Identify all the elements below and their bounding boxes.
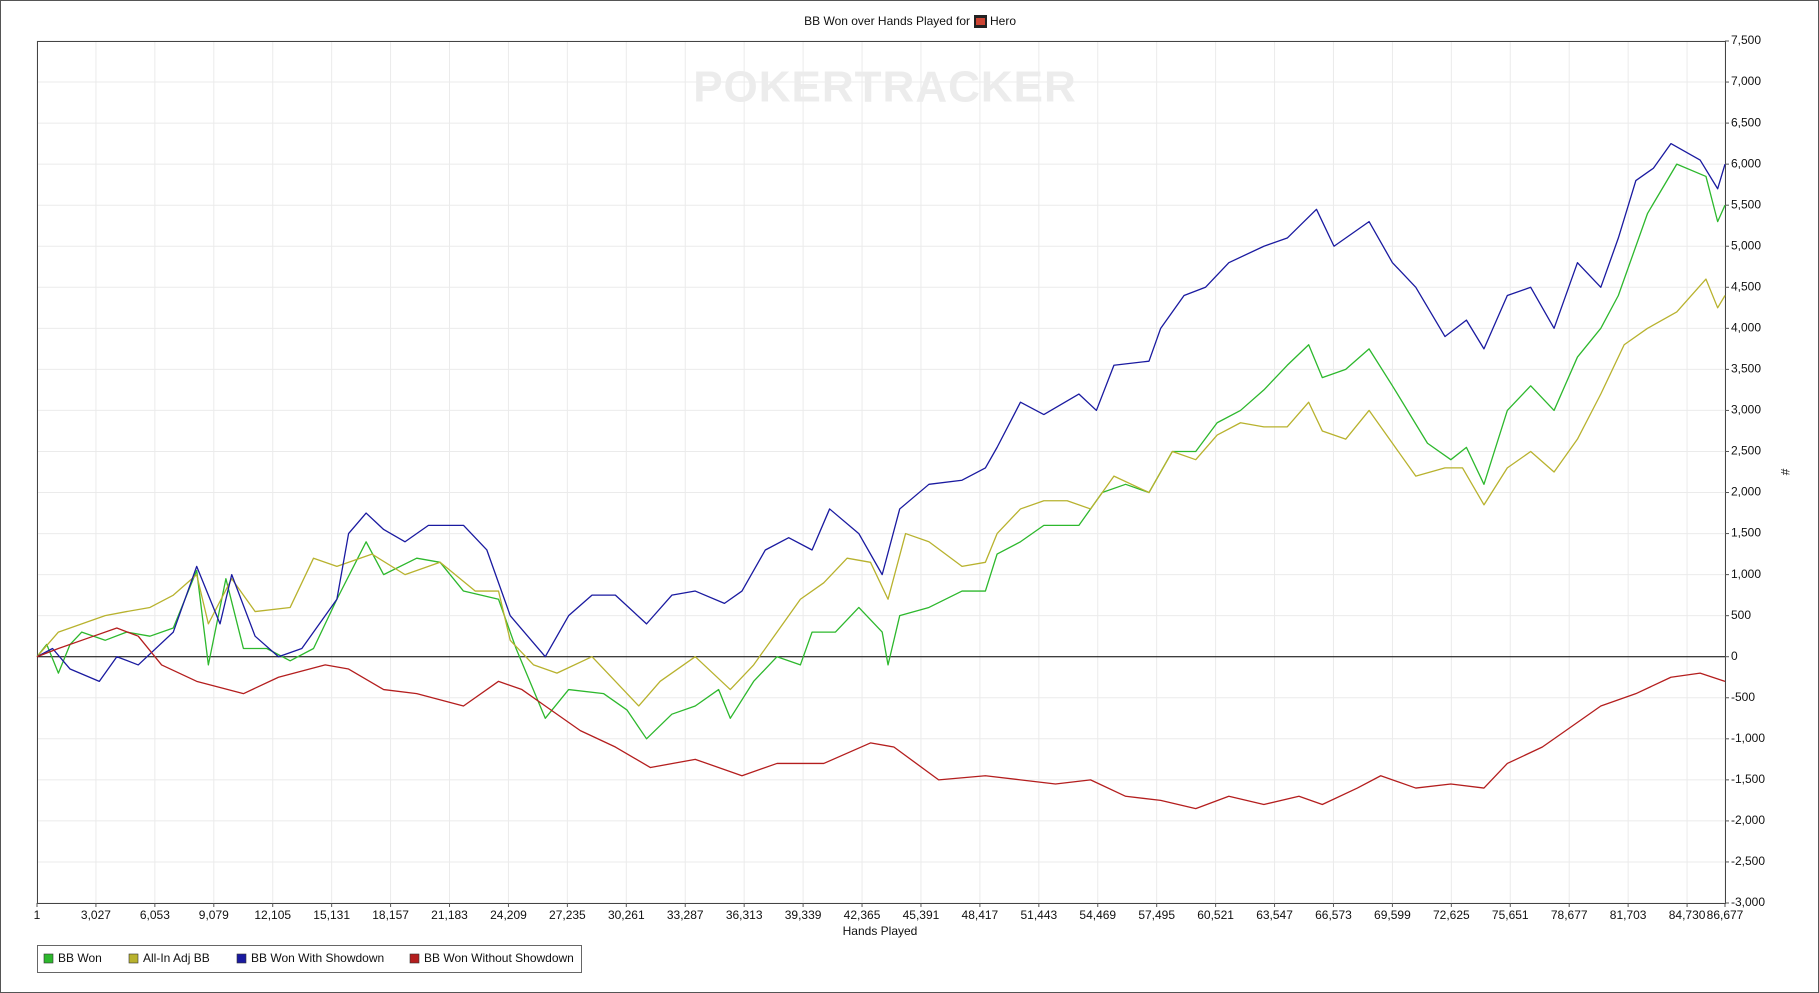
x-tick-label: 18,157 — [372, 908, 409, 922]
x-tick-label: 57,495 — [1138, 908, 1175, 922]
legend-box — [37, 945, 582, 973]
y-axis-label: # — [1778, 469, 1792, 476]
y-tick-label: 5,000 — [1731, 238, 1761, 252]
series-line — [36, 278, 1726, 707]
x-tick-label: 21,183 — [431, 908, 468, 922]
y-tick-label: 1,500 — [1731, 526, 1761, 540]
y-tick-label: 1,000 — [1731, 567, 1761, 581]
icon-card — [976, 18, 985, 25]
y-tick-label: 3,500 — [1731, 362, 1761, 376]
x-tick-label: 3,027 — [81, 908, 111, 922]
x-tick-label: 12,105 — [254, 908, 291, 922]
x-tick-label: 42,365 — [844, 908, 881, 922]
x-axis-label: Hands Played — [843, 924, 918, 938]
y-tick-label: 7,000 — [1731, 74, 1761, 88]
y-tick-label: 7,500 — [1731, 33, 1761, 47]
y-tick-label: 3,000 — [1731, 403, 1761, 417]
y-tick-label: 2,500 — [1731, 444, 1761, 458]
x-tick-label: 84,730 — [1669, 908, 1706, 922]
x-tick-label: 78,677 — [1551, 908, 1588, 922]
x-tick-label: 15,131 — [313, 908, 350, 922]
legend-label: BB Won With Showdown — [251, 951, 384, 965]
x-tick-label: 6,053 — [140, 908, 170, 922]
x-tick-label: 81,703 — [1610, 908, 1647, 922]
x-tick-label: 30,261 — [608, 908, 645, 922]
x-tick-label: 9,079 — [199, 908, 229, 922]
x-tick-label: 33,287 — [667, 908, 704, 922]
legend-label: All-In Adj BB — [143, 951, 210, 965]
y-tick-label: 500 — [1731, 608, 1751, 622]
x-tick-label: 27,235 — [549, 908, 586, 922]
y-tick-label: 5,500 — [1731, 197, 1761, 211]
x-tick-label: 51,443 — [1020, 908, 1057, 922]
y-tick-label: 6,500 — [1731, 115, 1761, 129]
y-tick-label: 2,000 — [1731, 485, 1761, 499]
watermark: POKERTRACKER — [693, 63, 1077, 112]
x-tick-label: 36,313 — [726, 908, 763, 922]
y-tick-label: 4,000 — [1731, 321, 1761, 335]
x-tick-label: 60,521 — [1197, 908, 1234, 922]
x-tick-label: 24,209 — [490, 908, 527, 922]
player-name: Hero — [990, 14, 1016, 28]
legend-label: BB Won — [58, 951, 102, 965]
series-line — [36, 142, 1726, 682]
y-tick-label: 6,000 — [1731, 156, 1761, 170]
player-icon — [974, 15, 987, 28]
x-tick-label: 1 — [34, 908, 41, 922]
y-tick-label: -1,000 — [1731, 731, 1765, 745]
y-tick-label: -2,000 — [1731, 813, 1765, 827]
legend-swatch — [128, 953, 139, 964]
plot-area — [37, 41, 1726, 904]
x-tick-label: 63,547 — [1256, 908, 1293, 922]
x-tick-label: 86,677 — [1707, 908, 1744, 922]
series-line — [36, 627, 1726, 810]
y-tick-label: -3,000 — [1731, 895, 1765, 909]
x-tick-label: 75,651 — [1492, 908, 1529, 922]
y-tick-label: 4,500 — [1731, 279, 1761, 293]
y-tick-label: -500 — [1731, 690, 1755, 704]
x-tick-label: 66,573 — [1315, 908, 1352, 922]
x-tick-label: 48,417 — [962, 908, 999, 922]
x-tick-label: 54,469 — [1079, 908, 1116, 922]
series-line — [36, 163, 1726, 740]
legend-label: BB Won Without Showdown — [424, 951, 574, 965]
x-tick-label: 72,625 — [1433, 908, 1470, 922]
y-tick-label: -1,500 — [1731, 772, 1765, 786]
x-tick-label: 69,599 — [1374, 908, 1411, 922]
legend-swatch — [409, 953, 420, 964]
y-tick-label: -2,500 — [1731, 854, 1765, 868]
x-tick-label: 39,339 — [785, 908, 822, 922]
chart-title: BB Won over Hands Played for — [804, 14, 970, 28]
legend-swatch — [236, 953, 247, 964]
x-tick-label: 45,391 — [903, 908, 940, 922]
legend-swatch — [43, 953, 54, 964]
y-tick-label: 0 — [1731, 649, 1738, 663]
